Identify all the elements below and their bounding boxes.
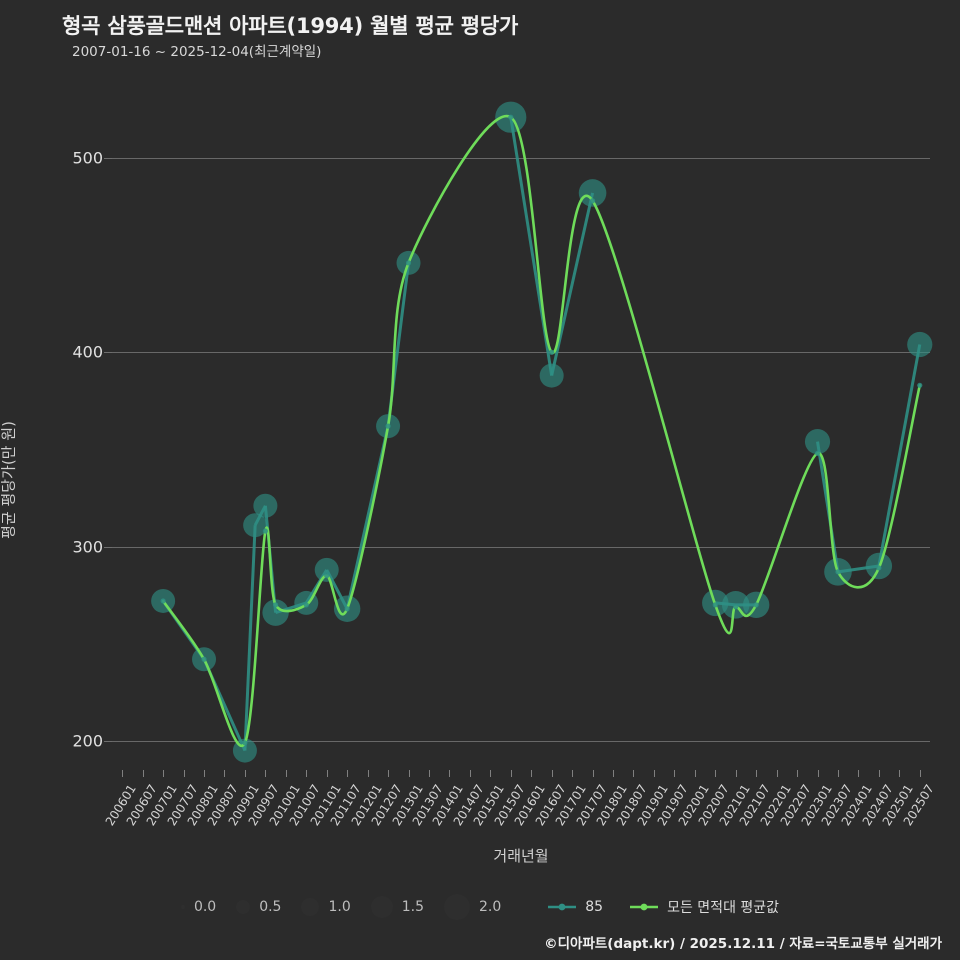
x-axis-tick [163,770,165,777]
x-axis-tick [510,770,512,777]
legend-size-dot-icon [301,898,320,916]
y-axis-tick [104,352,112,354]
x-axis-tick [326,770,328,777]
y-axis-tick-label: 400 [72,342,103,362]
gridline [112,158,930,159]
x-axis-tick [919,770,921,777]
chart-subtitle: 2007-01-16 ~ 2025-12-04(최근계약일) [72,44,322,60]
x-axis-tick [817,770,819,777]
x-axis-tick [244,770,246,777]
legend-series-swatch-icon [548,903,577,911]
x-axis-tick [735,770,737,777]
x-axis-tick [347,770,349,777]
x-axis-tick [899,770,901,777]
plot-area: 200 300 400 500 [72,90,930,770]
gridline [112,546,930,548]
legend-size-dot-icon [370,896,393,918]
x-axis-tick [204,770,206,777]
x-axis-tick [428,770,430,777]
x-axis-tick [122,770,124,777]
legend-size-item: 0.0 [180,899,217,915]
legend-size-label: 0.5 [259,899,282,915]
legend-size-item: 1.5 [370,896,424,918]
x-axis-tick [408,770,410,777]
x-axis-tick [265,770,267,777]
legend-series-item[interactable]: 85 [547,899,603,915]
y-axis-tick-label: 300 [72,537,103,557]
x-axis-tick [449,770,451,777]
y-axis-tick-label: 500 [72,148,103,168]
x-axis-tick [142,770,144,777]
x-axis-tick [715,770,717,777]
gridline [112,740,930,742]
x-axis-tick [469,770,471,777]
x-axis-tick [572,770,574,777]
x-axis-tick [674,770,676,777]
y-axis-tick [104,740,112,742]
x-axis-tick [633,770,635,777]
legend-series-label: 85 [585,899,604,915]
x-axis-tick [551,770,553,777]
x-axis-tick [490,770,492,777]
legend-size-label: 1.0 [328,899,351,915]
x-axis-tick [653,770,655,777]
x-axis-tick [613,770,615,777]
x-axis-tick [694,770,696,777]
x-axis-tick [367,770,369,777]
legend-series-label: 모든 면적대 평균값 [667,900,780,916]
legend-size-item: 1.0 [301,898,351,916]
legend-series-swatch-icon [630,903,659,911]
legend-size-label: 1.5 [401,899,424,915]
chart-legend: 0.0 0.5 1.0 1.5 2.0 85 모든 면적대 평균값 [0,890,960,924]
legend-size-label: 0.0 [193,899,217,915]
x-axis-tick [858,770,860,777]
y-axis-tick [104,158,112,159]
legend-size-dot-icon [444,894,470,920]
x-axis-tick [797,770,799,777]
x-axis-tick [592,770,594,777]
y-axis-tick [104,546,112,548]
gridline [112,352,930,354]
x-axis-tick [531,770,533,777]
x-axis-tick [878,770,880,777]
legend-series-item[interactable]: 모든 면적대 평균값 [629,897,779,917]
legend-size-item: 0.5 [236,899,281,915]
x-axis-tick [756,770,758,777]
x-axis-tick [224,770,226,777]
footer-credit: ©디아파트(dapt.kr) / 2025.12.11 / 자료=국토교통부 실… [544,936,942,952]
legend-size-dot-icon [180,905,185,909]
x-axis-tick [183,770,185,777]
legend-size-label: 2.0 [479,899,502,915]
x-axis-tick [285,770,287,777]
legend-size-item: 2.0 [444,894,501,920]
x-axis-tick [837,770,839,777]
page-title: 형곡 삼풍골드맨션 아파트(1994) 월별 평균 평당가 [62,14,519,38]
x-axis-tick [306,770,308,777]
legend-size-dot-icon [236,900,251,914]
y-axis-tick-label: 200 [72,731,103,751]
x-axis-label: 거래년월 [493,847,549,865]
y-axis-label: 평균 평당가(만 원) [0,421,18,539]
x-axis-tick [776,770,778,777]
x-axis-tick [388,770,390,777]
